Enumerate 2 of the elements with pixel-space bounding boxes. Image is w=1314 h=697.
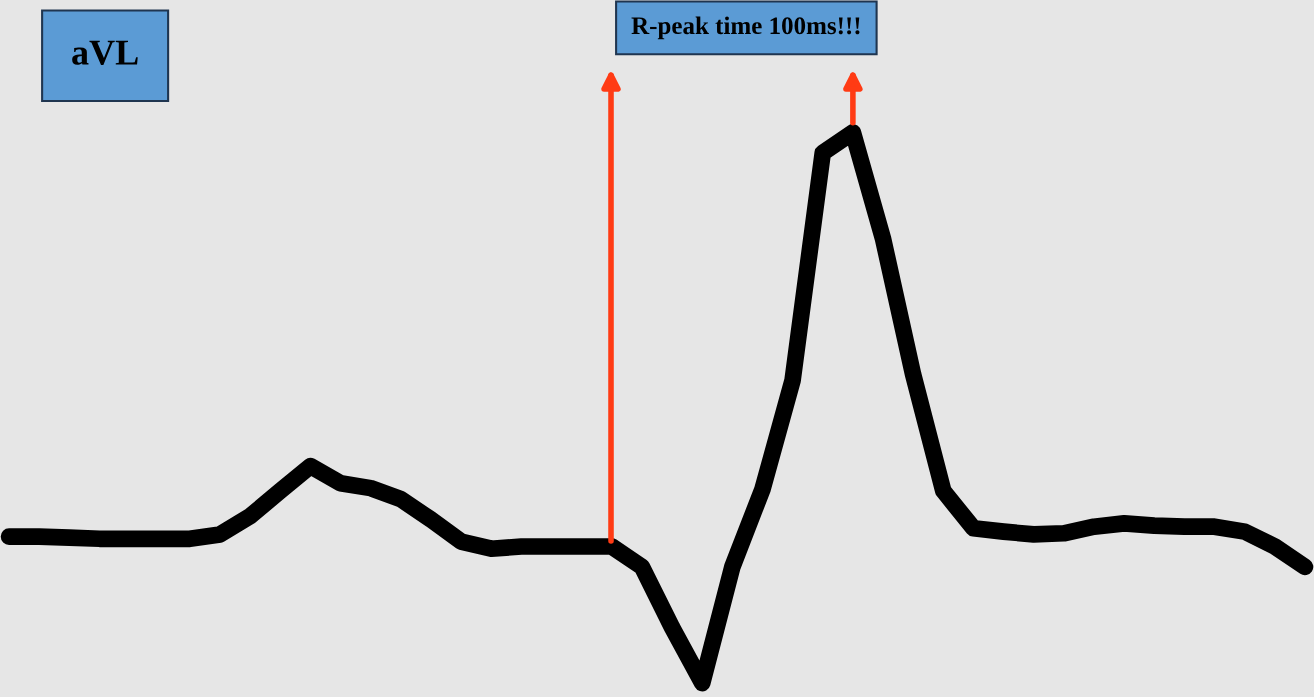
chart-title: aVL (72, 40, 138, 65)
text: R-peak time 100ms!!! (631, 16, 860, 40)
